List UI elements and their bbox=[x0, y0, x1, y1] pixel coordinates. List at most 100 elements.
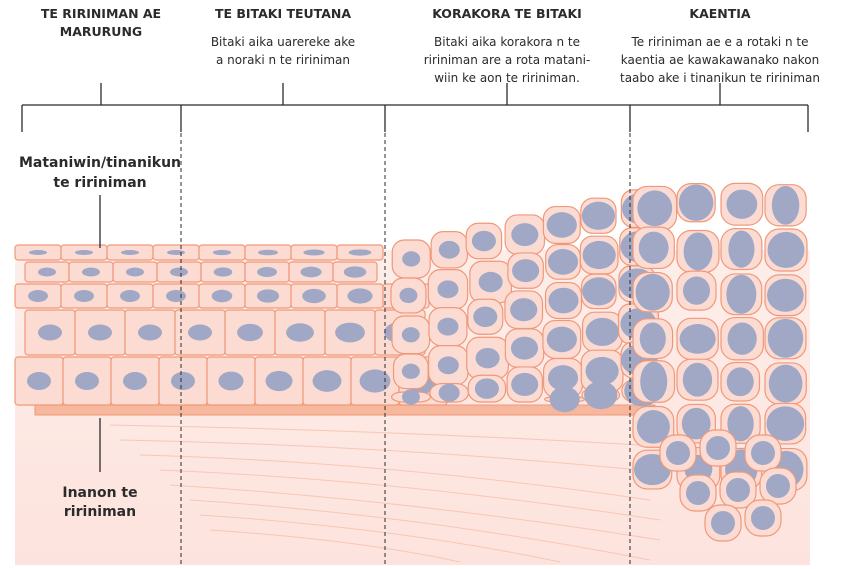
stage-description: wiin ke aon te ririniman. bbox=[434, 71, 580, 85]
nucleus bbox=[138, 325, 162, 341]
nucleus bbox=[170, 268, 188, 277]
nucleus bbox=[547, 212, 577, 238]
nucleus bbox=[686, 481, 710, 505]
nucleus bbox=[29, 250, 47, 255]
stage-description: Te ririniman ae e a rotaki n te bbox=[630, 35, 808, 49]
nucleus bbox=[728, 323, 757, 355]
surface-label: te ririniman bbox=[53, 175, 146, 191]
nucleus bbox=[472, 231, 496, 251]
nucleus bbox=[166, 290, 186, 302]
nucleus bbox=[769, 365, 803, 403]
nucleus bbox=[300, 267, 321, 278]
nucleus bbox=[349, 249, 372, 255]
nucleus bbox=[38, 325, 62, 341]
nucleus bbox=[120, 290, 140, 302]
stage-description: taabo ake i tinanikun te ririniman bbox=[620, 71, 820, 85]
stage-description: kaentia ae kawakawanako nakon bbox=[621, 53, 819, 67]
nucleus bbox=[437, 280, 458, 298]
nucleus bbox=[726, 190, 757, 219]
nucleus bbox=[548, 288, 578, 314]
nucleus bbox=[582, 277, 615, 305]
nucleus bbox=[344, 266, 367, 277]
nucleus bbox=[237, 324, 263, 341]
nucleus bbox=[479, 272, 503, 292]
nucleus bbox=[586, 318, 619, 346]
nucleus bbox=[75, 372, 99, 390]
nucleus bbox=[684, 232, 713, 270]
nucleus bbox=[666, 441, 690, 465]
nucleus bbox=[347, 288, 372, 303]
nucleus bbox=[360, 369, 391, 392]
nucleus bbox=[213, 250, 232, 255]
nucleus bbox=[711, 511, 735, 535]
nucleus bbox=[582, 202, 615, 230]
nucleus bbox=[218, 372, 243, 391]
nucleus bbox=[767, 279, 804, 312]
nucleus bbox=[510, 298, 537, 321]
nucleus bbox=[402, 327, 420, 342]
nucleus bbox=[636, 274, 670, 311]
nucleus bbox=[726, 478, 750, 502]
nucleus bbox=[586, 357, 619, 385]
nucleus bbox=[512, 259, 539, 282]
nucleus bbox=[188, 325, 212, 341]
nucleus bbox=[439, 241, 460, 259]
stage-title: TE RIRINIMAN AE bbox=[41, 6, 161, 21]
nucleus bbox=[640, 322, 666, 354]
nucleus bbox=[584, 381, 617, 409]
nucleus bbox=[402, 251, 420, 266]
nucleus bbox=[88, 325, 112, 341]
nucleus bbox=[766, 474, 790, 498]
nucleus bbox=[303, 250, 324, 256]
inner-label: ririniman bbox=[64, 504, 136, 520]
stage-title: TE BITAKI TEUTANA bbox=[215, 6, 351, 21]
nucleus bbox=[706, 436, 730, 460]
nucleus bbox=[214, 267, 233, 276]
nucleus bbox=[751, 506, 775, 530]
nucleus bbox=[683, 363, 712, 397]
nucleus bbox=[402, 389, 420, 404]
nucleus bbox=[257, 267, 277, 277]
nucleus bbox=[547, 327, 577, 353]
nucleus bbox=[473, 307, 497, 327]
nucleus bbox=[639, 232, 669, 264]
nucleus bbox=[75, 250, 93, 255]
inner-label: Inanon te bbox=[62, 485, 137, 501]
nucleus bbox=[511, 337, 538, 360]
nucleus bbox=[768, 232, 805, 268]
nucleus bbox=[438, 356, 459, 374]
stage-description: Bitaki aika uarereke ake bbox=[211, 35, 355, 49]
nucleus bbox=[637, 190, 672, 226]
nucleus bbox=[74, 290, 94, 302]
nucleus bbox=[726, 275, 756, 314]
nucleus bbox=[38, 268, 56, 277]
nucleus bbox=[548, 249, 578, 275]
nucleus bbox=[121, 250, 139, 255]
nucleus bbox=[728, 231, 754, 268]
nucleus bbox=[212, 290, 233, 302]
nucleus bbox=[437, 318, 458, 336]
nucleus bbox=[286, 323, 314, 342]
nucleus bbox=[402, 364, 420, 379]
nucleus bbox=[123, 372, 147, 390]
nucleus bbox=[768, 319, 803, 358]
stage-title: MARURUNG bbox=[60, 24, 142, 39]
nucleus bbox=[126, 268, 144, 277]
nucleus bbox=[399, 288, 417, 303]
nucleus bbox=[302, 289, 326, 303]
nucleus bbox=[550, 386, 580, 412]
nucleus bbox=[751, 441, 775, 465]
stage-description: a noraki n te ririniman bbox=[216, 53, 350, 67]
nucleus bbox=[257, 289, 279, 302]
nucleus bbox=[258, 250, 278, 256]
nucleus bbox=[335, 323, 365, 343]
nucleus bbox=[727, 367, 754, 396]
nucleus bbox=[28, 290, 48, 302]
nucleus bbox=[266, 371, 293, 391]
nucleus bbox=[683, 277, 710, 305]
stage-description: ririniman are a rota matani- bbox=[424, 53, 591, 67]
nucleus bbox=[82, 268, 100, 277]
nucleus bbox=[511, 223, 538, 246]
nucleus bbox=[476, 348, 500, 368]
stage-title: KAENTIA bbox=[689, 6, 751, 21]
